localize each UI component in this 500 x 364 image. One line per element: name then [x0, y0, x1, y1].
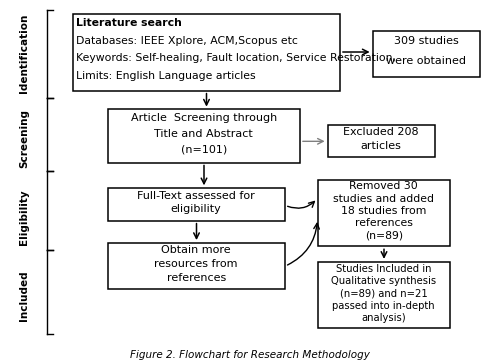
Text: Figure 2. Flowchart for Research Methodology: Figure 2. Flowchart for Research Methodo…	[130, 351, 370, 360]
Text: Article  Screening through: Article Screening through	[130, 113, 277, 123]
Text: analysis): analysis)	[362, 313, 406, 323]
FancyArrowPatch shape	[288, 201, 314, 208]
Text: (n=89) and n=21: (n=89) and n=21	[340, 288, 428, 298]
Text: (n=101): (n=101)	[180, 144, 227, 154]
FancyBboxPatch shape	[318, 179, 450, 246]
Text: Title and Abstract: Title and Abstract	[154, 128, 253, 139]
FancyBboxPatch shape	[328, 125, 435, 157]
Text: Obtain more: Obtain more	[162, 245, 231, 256]
FancyBboxPatch shape	[108, 243, 285, 289]
Text: Databases: IEEE Xplore, ACM,Scopus etc: Databases: IEEE Xplore, ACM,Scopus etc	[76, 36, 298, 46]
FancyBboxPatch shape	[108, 110, 300, 162]
Text: were obtained: were obtained	[386, 56, 466, 66]
Text: Identification: Identification	[19, 13, 29, 93]
Text: articles: articles	[361, 141, 402, 151]
Text: eligibility: eligibility	[171, 204, 222, 214]
Text: studies and added: studies and added	[334, 194, 434, 204]
Text: Excluded 208: Excluded 208	[344, 127, 419, 137]
Text: Qualitative synthesis: Qualitative synthesis	[331, 276, 436, 286]
Text: (n=89): (n=89)	[364, 231, 403, 241]
Text: Studies Included in: Studies Included in	[336, 264, 432, 274]
Text: Included: Included	[19, 271, 29, 321]
FancyBboxPatch shape	[108, 188, 285, 221]
FancyBboxPatch shape	[372, 31, 480, 77]
Text: Limits: English Language articles: Limits: English Language articles	[76, 71, 256, 81]
Text: passed into in-depth: passed into in-depth	[332, 301, 435, 310]
Text: 309 studies: 309 studies	[394, 36, 458, 46]
Text: Literature search: Literature search	[76, 18, 182, 28]
Text: Eligibility: Eligibility	[19, 189, 29, 245]
Text: 18 studies from: 18 studies from	[341, 206, 426, 216]
Text: Removed 30: Removed 30	[350, 181, 418, 191]
Text: Full-Text assessed for: Full-Text assessed for	[138, 191, 255, 201]
FancyArrowPatch shape	[288, 223, 320, 265]
Text: Screening: Screening	[19, 109, 29, 168]
Text: resources from: resources from	[154, 259, 238, 269]
FancyBboxPatch shape	[318, 262, 450, 328]
Text: Keywords: Self-healing, Fault location, Service Restoration,: Keywords: Self-healing, Fault location, …	[76, 53, 396, 63]
FancyBboxPatch shape	[72, 14, 340, 91]
Text: references: references	[166, 273, 226, 282]
Text: references: references	[355, 218, 412, 229]
